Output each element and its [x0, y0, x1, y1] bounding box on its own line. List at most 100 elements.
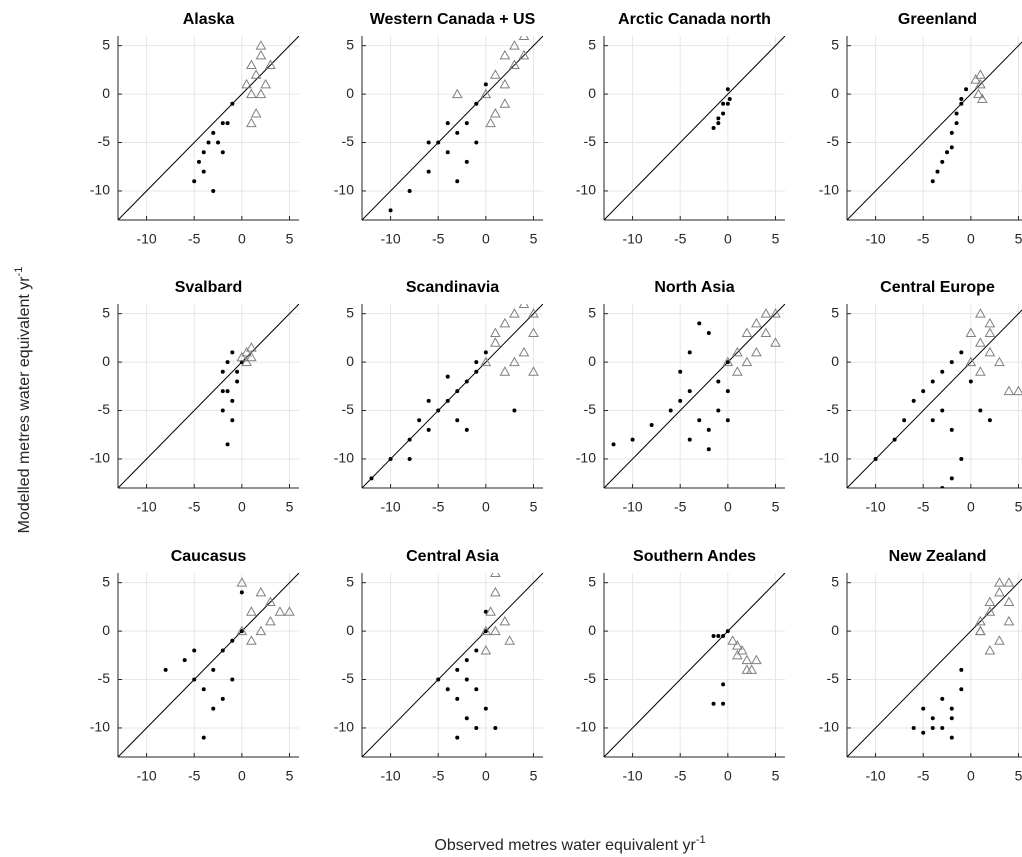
y-tick-label: 0 [102, 353, 110, 369]
point [976, 93, 988, 103]
point [978, 408, 983, 413]
point [512, 408, 517, 413]
point [483, 82, 488, 87]
one-to-one-line [604, 36, 785, 220]
point [959, 350, 964, 355]
point [464, 658, 469, 663]
point [975, 78, 986, 89]
point [201, 735, 206, 740]
point [760, 308, 772, 318]
point [984, 346, 996, 357]
point [725, 101, 730, 106]
x-tick-label: -10 [380, 231, 400, 247]
y-tick-label: 0 [102, 85, 110, 101]
point [611, 442, 616, 447]
point [722, 356, 734, 367]
panel: Western Canada + US -10 -5 0 5 -10 -5 0 5 [334, 11, 543, 247]
y-tick-label: -10 [334, 450, 354, 466]
y-tick-label: 5 [102, 304, 110, 320]
point [436, 408, 441, 413]
point [528, 327, 539, 338]
point [490, 573, 501, 577]
point [949, 735, 954, 740]
x-tick-label: 5 [1015, 499, 1022, 515]
point [945, 150, 950, 155]
point [751, 346, 762, 357]
point [284, 606, 295, 616]
one-to-one-line [362, 573, 543, 757]
point [426, 140, 431, 145]
x-tick-label: -5 [674, 768, 687, 784]
y-tick-label: 0 [588, 622, 596, 638]
x-tick-label: 5 [286, 231, 294, 247]
y-tick-label: 5 [831, 36, 839, 52]
panel-title: Central Asia [406, 548, 499, 565]
point [474, 140, 479, 145]
x-tick-label: -10 [622, 768, 642, 784]
point [490, 625, 501, 636]
panel: Greenland -10 -5 0 5 -10 -5 0 5 [819, 11, 1022, 247]
point [490, 107, 501, 118]
y-tick-label: -10 [90, 719, 110, 735]
panel-title: Caucasus [171, 548, 247, 565]
plot-area [604, 573, 785, 757]
point [407, 437, 412, 442]
point [192, 648, 197, 653]
point [260, 78, 272, 89]
point [984, 317, 996, 328]
panel: Southern Andes -10 -5 0 5 -10 -5 0 5 [576, 548, 785, 784]
point [892, 437, 897, 442]
point [959, 667, 964, 672]
point [426, 427, 431, 432]
point [911, 398, 916, 403]
point [725, 418, 730, 423]
point [935, 169, 940, 174]
panel: Scandinavia -10 -5 0 5 -10 -5 0 5 [334, 279, 543, 515]
point [480, 88, 492, 99]
point [959, 687, 964, 692]
x-tick-label: -10 [136, 768, 156, 784]
point [274, 606, 286, 616]
point [483, 706, 488, 711]
x-tick-label: 5 [1015, 231, 1022, 247]
point [518, 36, 530, 40]
point [970, 74, 981, 84]
point [930, 716, 935, 721]
panel: New Zealand -10 -5 0 5 -10 -5 0 5 [819, 548, 1022, 784]
x-tick-label: 5 [772, 768, 780, 784]
point [954, 121, 959, 126]
point [668, 408, 673, 413]
point [716, 121, 721, 126]
point [230, 101, 235, 106]
point [940, 725, 945, 730]
point [940, 486, 945, 488]
point [499, 49, 511, 60]
point [455, 179, 460, 184]
y-tick-label: 0 [346, 85, 354, 101]
point [455, 130, 460, 135]
point [770, 337, 781, 347]
y-tick-label: -10 [90, 182, 110, 198]
y-tick-label: -10 [334, 719, 354, 735]
x-tick-label: -5 [917, 499, 930, 515]
plot-area [847, 308, 1022, 488]
one-to-one-line [847, 309, 1022, 488]
point [230, 677, 235, 682]
plot-area [118, 304, 299, 488]
point [388, 456, 393, 461]
point [255, 88, 267, 99]
point [483, 629, 488, 634]
point [474, 360, 479, 365]
point [1003, 615, 1015, 626]
point [716, 116, 721, 121]
y-tick-label: -10 [90, 450, 110, 466]
point [975, 337, 986, 347]
point [490, 586, 501, 597]
point [455, 735, 460, 740]
x-tick-label: 0 [724, 499, 732, 515]
point [225, 389, 230, 394]
point [902, 418, 907, 423]
point [984, 644, 996, 655]
point [455, 696, 460, 701]
